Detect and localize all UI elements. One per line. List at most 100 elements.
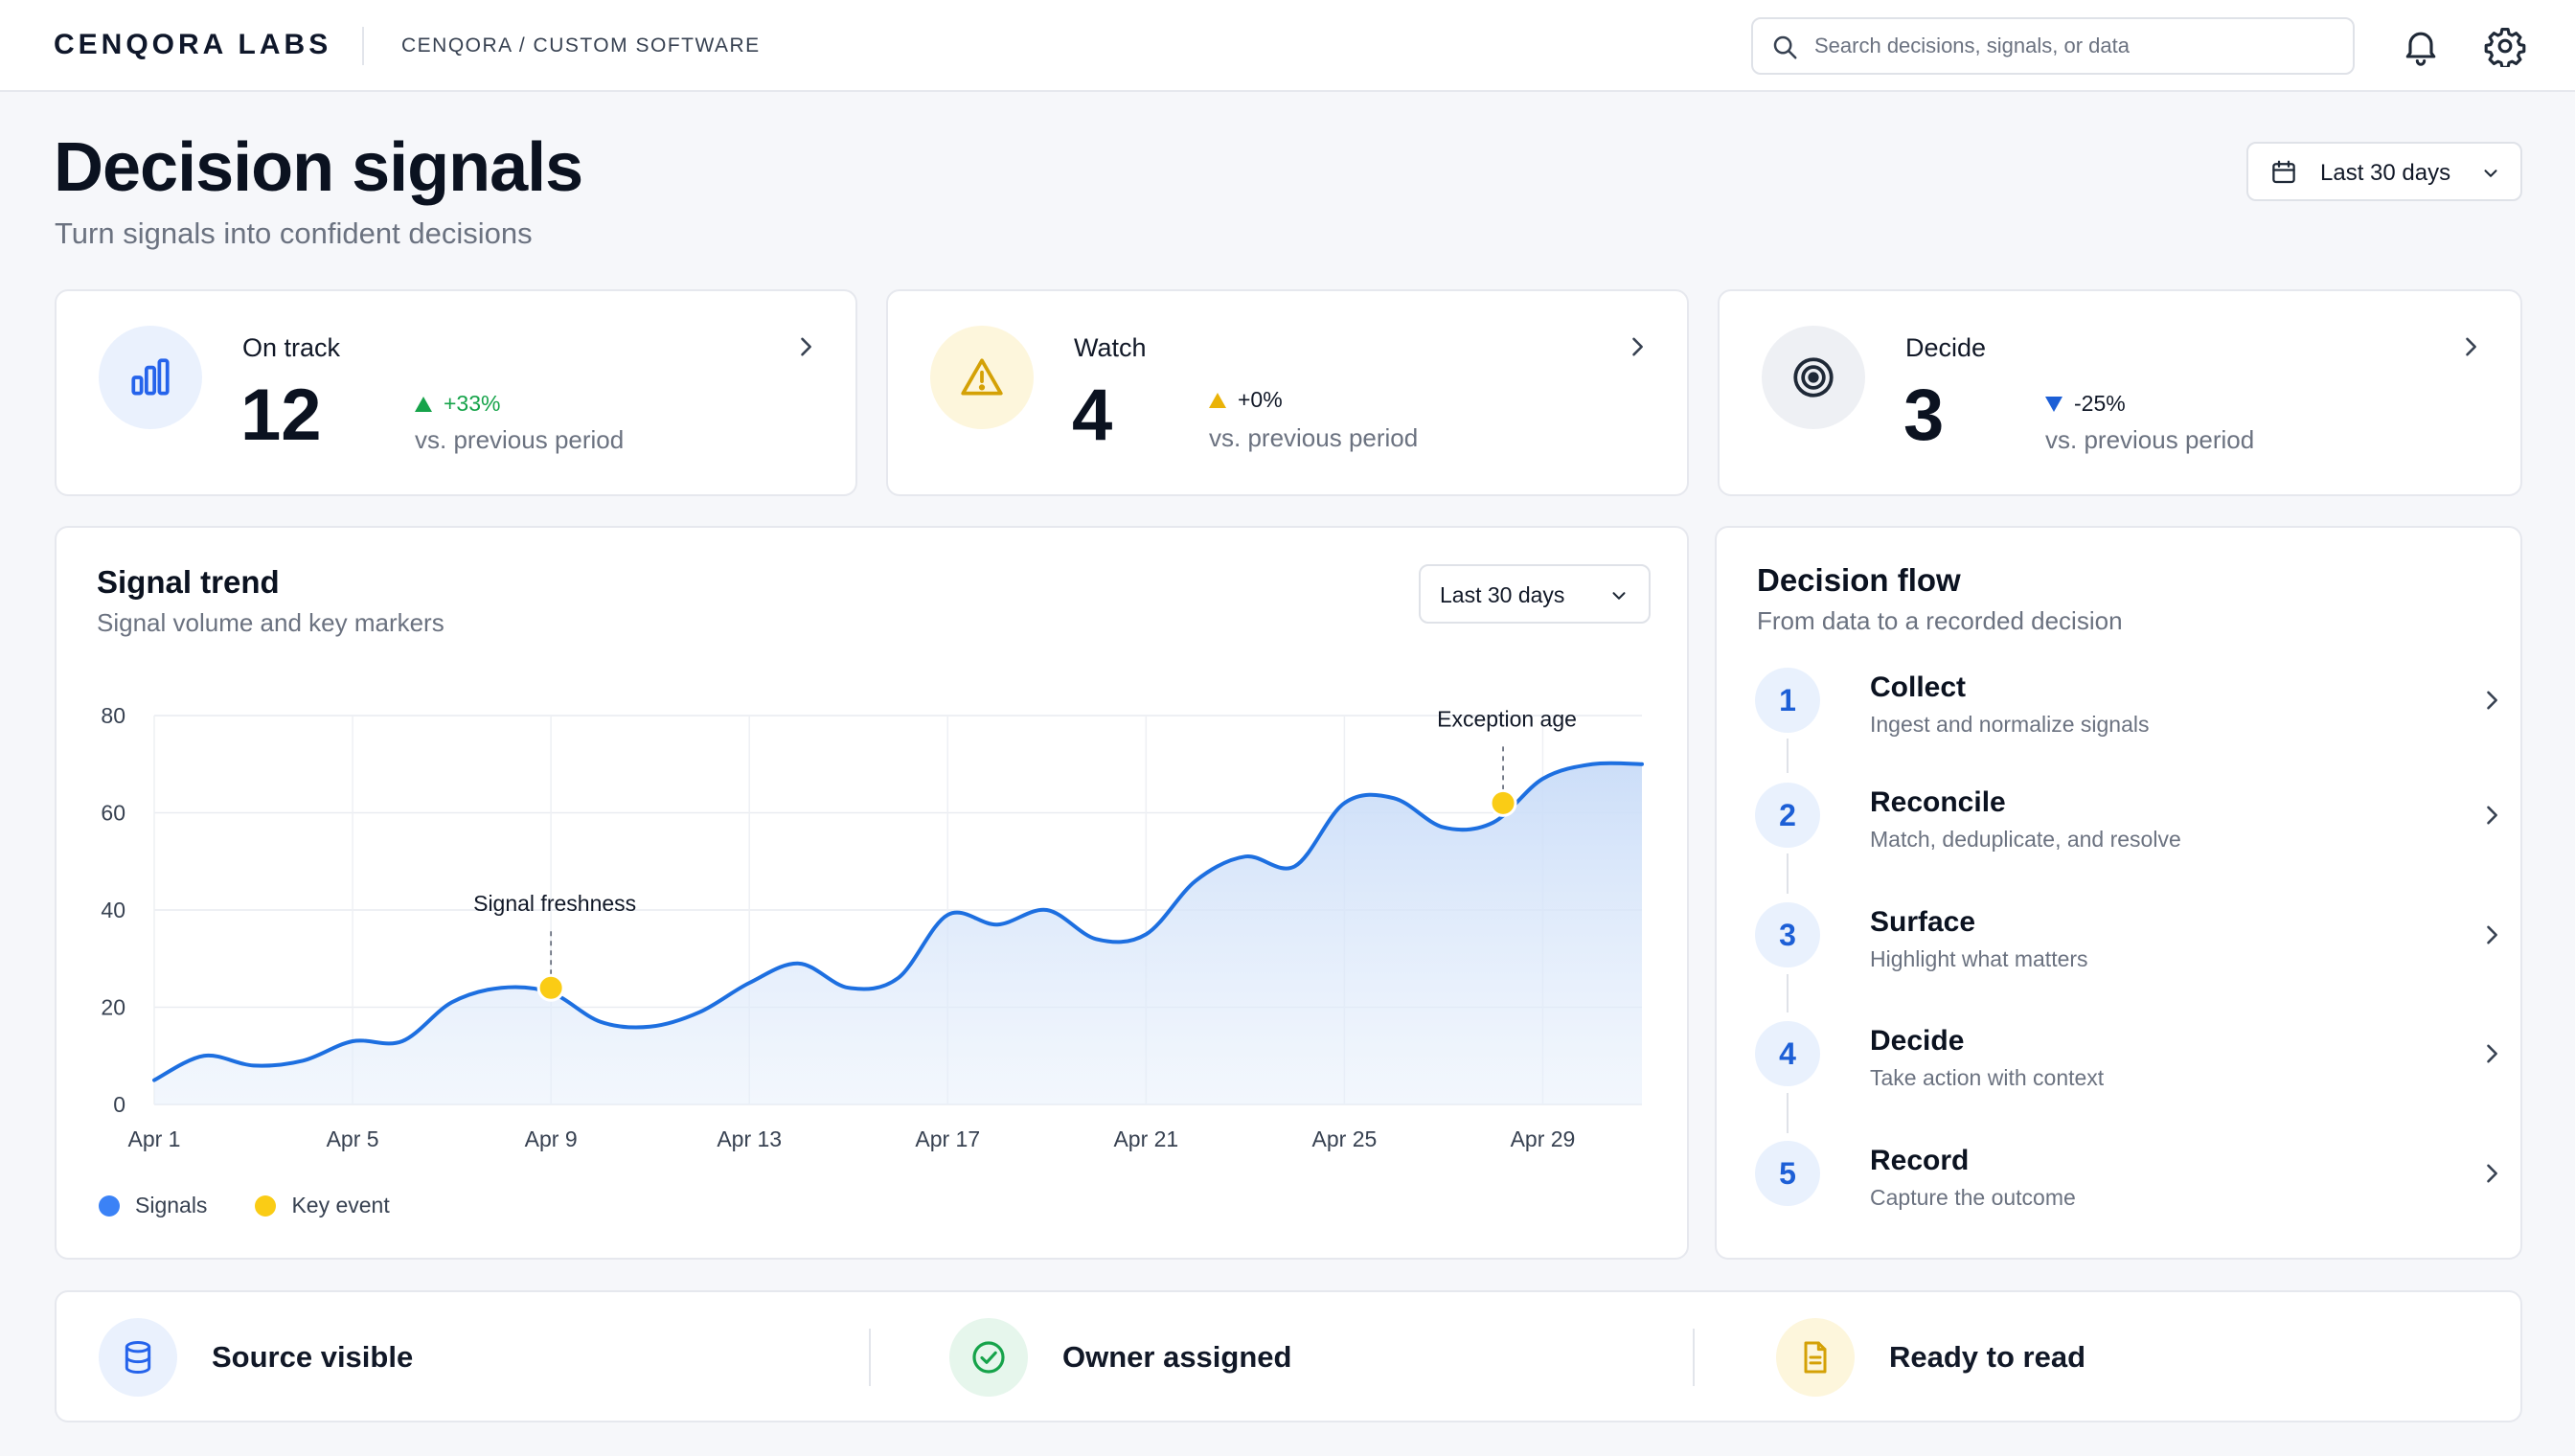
brand-logo[interactable]: CENQORA LABS [54,29,332,60]
step-description: Take action with context [1870,1065,2105,1090]
y-tick-label: 20 [101,995,125,1020]
kpi-label: On track [242,333,341,362]
x-tick-label: Apr 25 [1312,1126,1378,1151]
key-event-marker [536,973,565,1002]
signal-trend-chart[interactable]: 0 20 40 60 80 Apr 1 Apr 5 Apr 9 Apr 13 Apr 17 Apr … [57,528,1691,1189]
flow-step-reconcile[interactable]: 2 Reconcile Match, deduplicate, and reso… [1717,783,2521,888]
decision-flow-card: Decision flow From data to a recorded de… [1715,526,2522,1260]
x-tick-label: Apr 9 [525,1126,578,1151]
status-label: Source visible [212,1340,414,1374]
chevron-down-icon [1612,592,1626,600]
kpi-compare: vs. previous period [2045,425,2255,454]
calendar-icon [2272,160,2295,184]
flow-step-surface[interactable]: 3 Surface Highlight what matters [1717,902,2521,1008]
kpi-change: +0% [1209,387,1283,413]
flow-step-record[interactable]: 5 Record Capture the outcome [1717,1141,2521,1246]
database-icon [125,1341,151,1375]
kpi-label: Watch [1074,333,1147,362]
kpi-icon-badge [99,326,202,429]
trend-flat-icon [1209,392,1226,408]
x-tick-label: Apr 1 [128,1126,181,1151]
check-circle-icon [972,1341,1005,1374]
flow-connector [1787,853,1789,894]
chevron-right-icon [2487,1164,2497,1183]
kpi-card-on-track[interactable]: On track 12 +33% vs. previous period [55,289,857,496]
kpi-compare: vs. previous period [1209,423,1419,452]
y-tick-label: 80 [101,703,125,728]
legend-dot [255,1194,277,1217]
kpi-value: 3 [1903,375,1945,456]
status-divider [1693,1329,1695,1386]
status-owner-assigned[interactable]: Owner assigned [949,1292,1291,1422]
status-icon-badge [99,1318,177,1397]
chevron-right-icon [2487,691,2497,710]
trend-down-icon [2045,396,2062,412]
status-label: Ready to read [1889,1340,2086,1374]
kpi-change-value: -25% [2074,391,2126,416]
signal-trend-card: Signal trend Signal volume and key marke… [55,526,1689,1260]
chevron-right-icon[interactable] [1624,333,1651,360]
breadcrumb[interactable]: CENQORA / CUSTOM SOFTWARE [401,34,761,57]
kpi-card-watch[interactable]: Watch 4 +0% vs. previous period [886,289,1689,496]
kpi-value: 12 [240,375,322,456]
legend-label: Signals [135,1193,208,1217]
trend-title: Signal trend [97,564,280,600]
date-range-label: Last 30 days [2320,160,2451,186]
flow-step-decide[interactable]: 4 Decide Take action with context [1717,1021,2521,1126]
document-icon [1804,1341,1827,1374]
step-number: 4 [1755,1021,1820,1086]
x-tick-label: Apr 17 [915,1126,980,1151]
step-title: Record [1870,1145,1970,1176]
y-tick-label: 0 [113,1092,125,1117]
kpi-compare: vs. previous period [415,425,625,454]
status-source-visible[interactable]: Source visible [99,1292,413,1422]
step-description: Capture the outcome [1870,1185,2076,1210]
chevron-right-icon [2487,925,2497,944]
legend-item-key-event[interactable]: Key event [255,1193,390,1218]
bell-icon[interactable] [2400,25,2442,67]
y-tick-label: 60 [101,801,125,826]
signals-line [152,761,1644,1082]
trend-subtitle: Signal volume and key markers [97,608,444,637]
search-box[interactable] [1751,17,2355,75]
chevron-right-icon[interactable] [792,333,819,360]
status-ready-to-read[interactable]: Ready to read [1776,1292,2085,1422]
trend-range-dropdown[interactable]: Last 30 days [1419,564,1651,624]
x-tick-label: Apr 21 [1113,1126,1178,1151]
y-tick-label: 40 [101,898,125,922]
search-icon [1773,35,1797,59]
x-tick-label: Apr 13 [717,1126,782,1151]
chevron-right-icon [2487,806,2497,825]
status-icon-badge [949,1318,1028,1397]
kpi-change: +33% [415,391,500,417]
status-icon-badge [1776,1318,1855,1397]
kpi-change-value: +0% [1238,387,1283,412]
search-input[interactable] [1814,34,2353,58]
chevron-right-icon[interactable] [2457,333,2484,360]
kpi-card-decide[interactable]: Decide 3 -25% vs. previous period [1718,289,2522,496]
legend-dot [99,1194,120,1217]
step-title: Reconcile [1870,786,2006,818]
step-title: Surface [1870,906,1976,938]
target-icon [1793,357,1834,398]
chevron-right-icon [2487,1044,2497,1063]
kpi-change-value: +33% [444,391,501,416]
flow-connector [1787,974,1789,1012]
step-number: 1 [1755,668,1820,733]
flow-step-collect[interactable]: 1 Collect Ingest and normalize signals [1717,668,2521,773]
date-range-dropdown[interactable]: Last 30 days [2246,142,2522,201]
step-title: Decide [1870,1025,1965,1057]
legend-item-signals[interactable]: Signals [99,1193,207,1218]
step-number: 5 [1755,1141,1820,1206]
trend-up-icon [415,396,432,412]
page-title: Decision signals [54,129,583,206]
status-divider [869,1329,871,1386]
kpi-value: 4 [1072,375,1113,456]
gear-icon[interactable] [2484,25,2526,67]
status-strip: Source visible Owner assigned Ready to r… [55,1290,2522,1422]
annotation-label: Exception age [1437,706,1577,731]
step-description: Highlight what matters [1870,946,2088,971]
legend-label: Key event [291,1193,390,1217]
flow-subtitle: From data to a recorded decision [1757,606,2123,635]
signals-area [154,762,1642,1104]
